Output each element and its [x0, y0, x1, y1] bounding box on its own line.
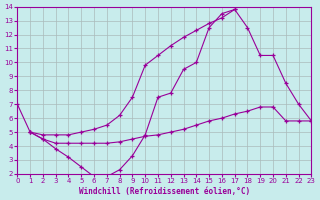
X-axis label: Windchill (Refroidissement éolien,°C): Windchill (Refroidissement éolien,°C) — [79, 187, 250, 196]
